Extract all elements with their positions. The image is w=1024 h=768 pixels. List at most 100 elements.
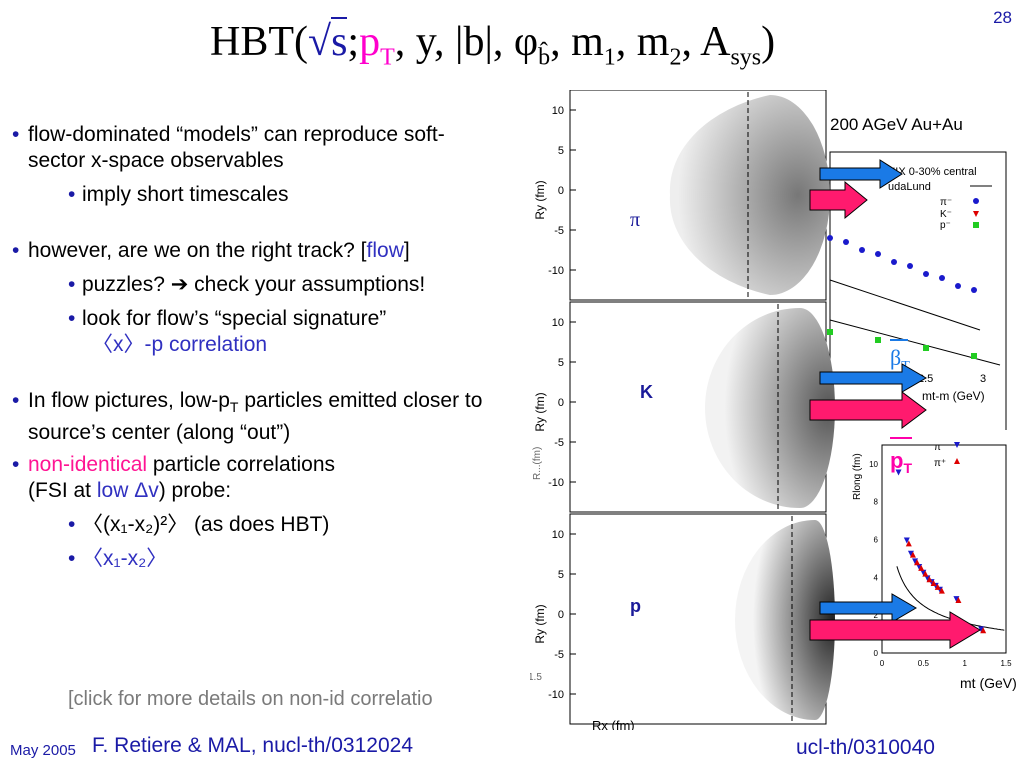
rlong-ytick: 8: [874, 498, 879, 507]
footer-date: May 2005: [10, 742, 76, 759]
footer-citation-right[interactable]: ucl-th/0310040: [796, 736, 935, 759]
rlong-ytick: 2: [874, 611, 879, 620]
rlong-pip-point: [955, 597, 962, 604]
rlong-yticks: 10 8 6 4 2 0: [869, 460, 878, 658]
arrow-pink-k: [809, 391, 927, 429]
bullet-models: flow-dominated “models” can reproduce so…: [10, 122, 498, 174]
rlong-pip-point: [922, 570, 929, 577]
rlong-ylabel: Rlong (fm): [852, 453, 863, 500]
bullet-track-pre: however, are we on the right track? [: [28, 239, 367, 262]
pi-point: [843, 239, 849, 245]
legend-pi: π⁻: [940, 197, 952, 208]
rlong-xlabel: mt (GeV): [960, 675, 1017, 691]
pt-label: pT: [890, 448, 912, 476]
panel-ytick: 5: [558, 145, 564, 157]
pi-point: [939, 275, 945, 281]
arrow-blue-pi: [819, 159, 903, 189]
arrow-pink-p: [809, 611, 981, 649]
legend-k: K⁻: [940, 209, 952, 220]
low-dv-link[interactable]: low Δv: [96, 479, 159, 503]
p-point: [971, 353, 977, 359]
panel-ytick: 0: [558, 397, 564, 409]
rlong-pip-point: [930, 580, 937, 587]
p-point: [875, 337, 881, 343]
title-pt-sub: T: [380, 44, 395, 71]
panel-pi-label: π: [630, 209, 640, 231]
nonidentical-text: non-identical: [28, 453, 148, 477]
rlong-pim-point: [916, 564, 923, 571]
legend-fragment-1: ENIX 0-30% central: [880, 166, 977, 178]
rlong-xtick: 0.5: [918, 659, 930, 668]
footer-citation[interactable]: F. Retiere & MAL, nucl-th/0312024: [92, 734, 414, 757]
pi-point: [971, 287, 977, 293]
rlong-pim-point: [978, 626, 985, 633]
rlong-pip-point: [926, 576, 933, 583]
title-phi: φ: [513, 19, 539, 65]
pi-point: [923, 271, 929, 277]
bullet-timescales: imply short timescales: [10, 182, 550, 208]
rlong-xtick: 1: [962, 659, 967, 668]
pi-point: [859, 247, 865, 253]
title-m2-sub: 2: [669, 44, 682, 71]
rlong-ytick: 0: [874, 649, 879, 658]
rlong-ytick: 6: [874, 536, 879, 545]
bullet-list: flow-dominated “models” can reproduce so…: [10, 122, 550, 572]
fsi-line: (FSI at low Δv) probe:: [10, 478, 550, 504]
panel-ytick: -5: [554, 225, 564, 237]
left-fragment-label: R...(fm): [532, 447, 543, 480]
rlong-pip-point: [905, 540, 912, 547]
title-m2: , m: [615, 19, 670, 65]
title-m1-sub: 1: [603, 44, 616, 71]
rlong-pim-point: [907, 550, 914, 557]
fit-line-pi: [829, 279, 981, 331]
panel-ytick: -5: [554, 437, 564, 449]
rlong-xtick: 0: [880, 659, 885, 668]
top-xtick-2: 3: [980, 373, 986, 385]
p-point: [923, 345, 929, 351]
title-a: , A: [681, 19, 731, 65]
bullet-flow-sub: T: [229, 399, 239, 416]
pi-point: [875, 251, 881, 257]
arrow-pink-pi: [809, 180, 868, 220]
panel-k-label: K: [640, 382, 653, 402]
legend-k-marker: [973, 211, 979, 217]
bullet-mean-separation[interactable]: 〈x₁-x₂〉: [10, 546, 550, 572]
rlong-ytick: 4: [874, 573, 879, 582]
click-details-link[interactable]: [click for more details on non-id correl…: [68, 688, 433, 710]
top-right-plot: 200 AGeV Au+Au ENIX 0-30% central udaLun…: [827, 115, 1007, 443]
rlong-frame: [881, 444, 1007, 654]
panel-ytick: 0: [558, 609, 564, 621]
legend-pi-marker: [973, 198, 979, 204]
title-prefix: HBT(: [210, 19, 308, 65]
arrows: [809, 159, 981, 649]
bullet-flow-pre: In flow pictures, low-p: [28, 389, 230, 412]
fsi-post: ) probe:: [158, 479, 232, 503]
rlong-pip-point: [980, 627, 987, 634]
panel-p-source: [735, 520, 835, 720]
rlong-pim-point: [895, 469, 902, 476]
rlong-pip-point: [934, 583, 941, 590]
rlong-pim-point: [924, 575, 931, 582]
rlong-pip-point: [914, 559, 921, 566]
panel-ytick: -10: [548, 265, 564, 277]
panel-ytick: 0: [558, 185, 564, 197]
rlong-pip-point: [918, 564, 925, 571]
title-pt: p: [359, 19, 381, 65]
fsi-pre: (FSI at: [28, 479, 97, 503]
arrow-blue-k: [819, 363, 927, 393]
slide-number: 28: [993, 8, 1012, 27]
nonidentical-post: particle correlations: [147, 453, 336, 477]
top-data-points: [827, 235, 977, 359]
flow-link[interactable]: flow: [366, 239, 404, 262]
panel-xlabel: Rx (fm): [592, 718, 635, 730]
figure-area: 200 AGeV Au+Au ENIX 0-30% central udaLun…: [530, 90, 1020, 730]
rlong-data-points: [895, 469, 987, 634]
title-a-sub: sys: [730, 44, 762, 71]
bullet-puzzles: puzzles? ➔ check your assumptions!: [10, 272, 550, 298]
bullet-track: however, are we on the right track? [flo…: [10, 238, 550, 264]
pi-point: [891, 259, 897, 265]
left-fragment-xtick: 1.5: [530, 672, 542, 683]
x-p-correlation-link[interactable]: 〈x〉-p correlation: [92, 333, 268, 356]
rlong-xtick: 1.5: [1000, 659, 1012, 668]
arrow-blue-p: [819, 593, 917, 623]
